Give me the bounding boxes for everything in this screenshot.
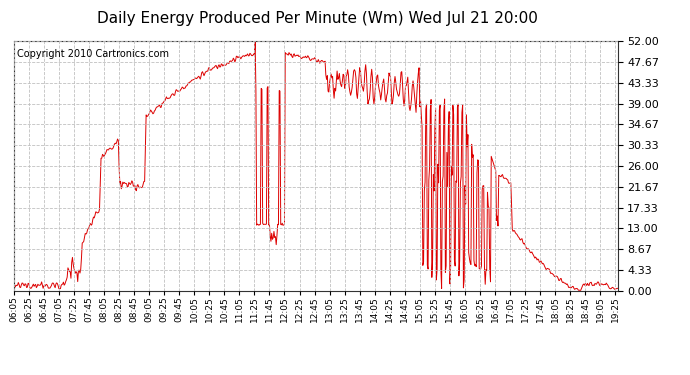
Text: Daily Energy Produced Per Minute (Wm) Wed Jul 21 20:00: Daily Energy Produced Per Minute (Wm) We… bbox=[97, 11, 538, 26]
Text: Copyright 2010 Cartronics.com: Copyright 2010 Cartronics.com bbox=[17, 49, 169, 59]
